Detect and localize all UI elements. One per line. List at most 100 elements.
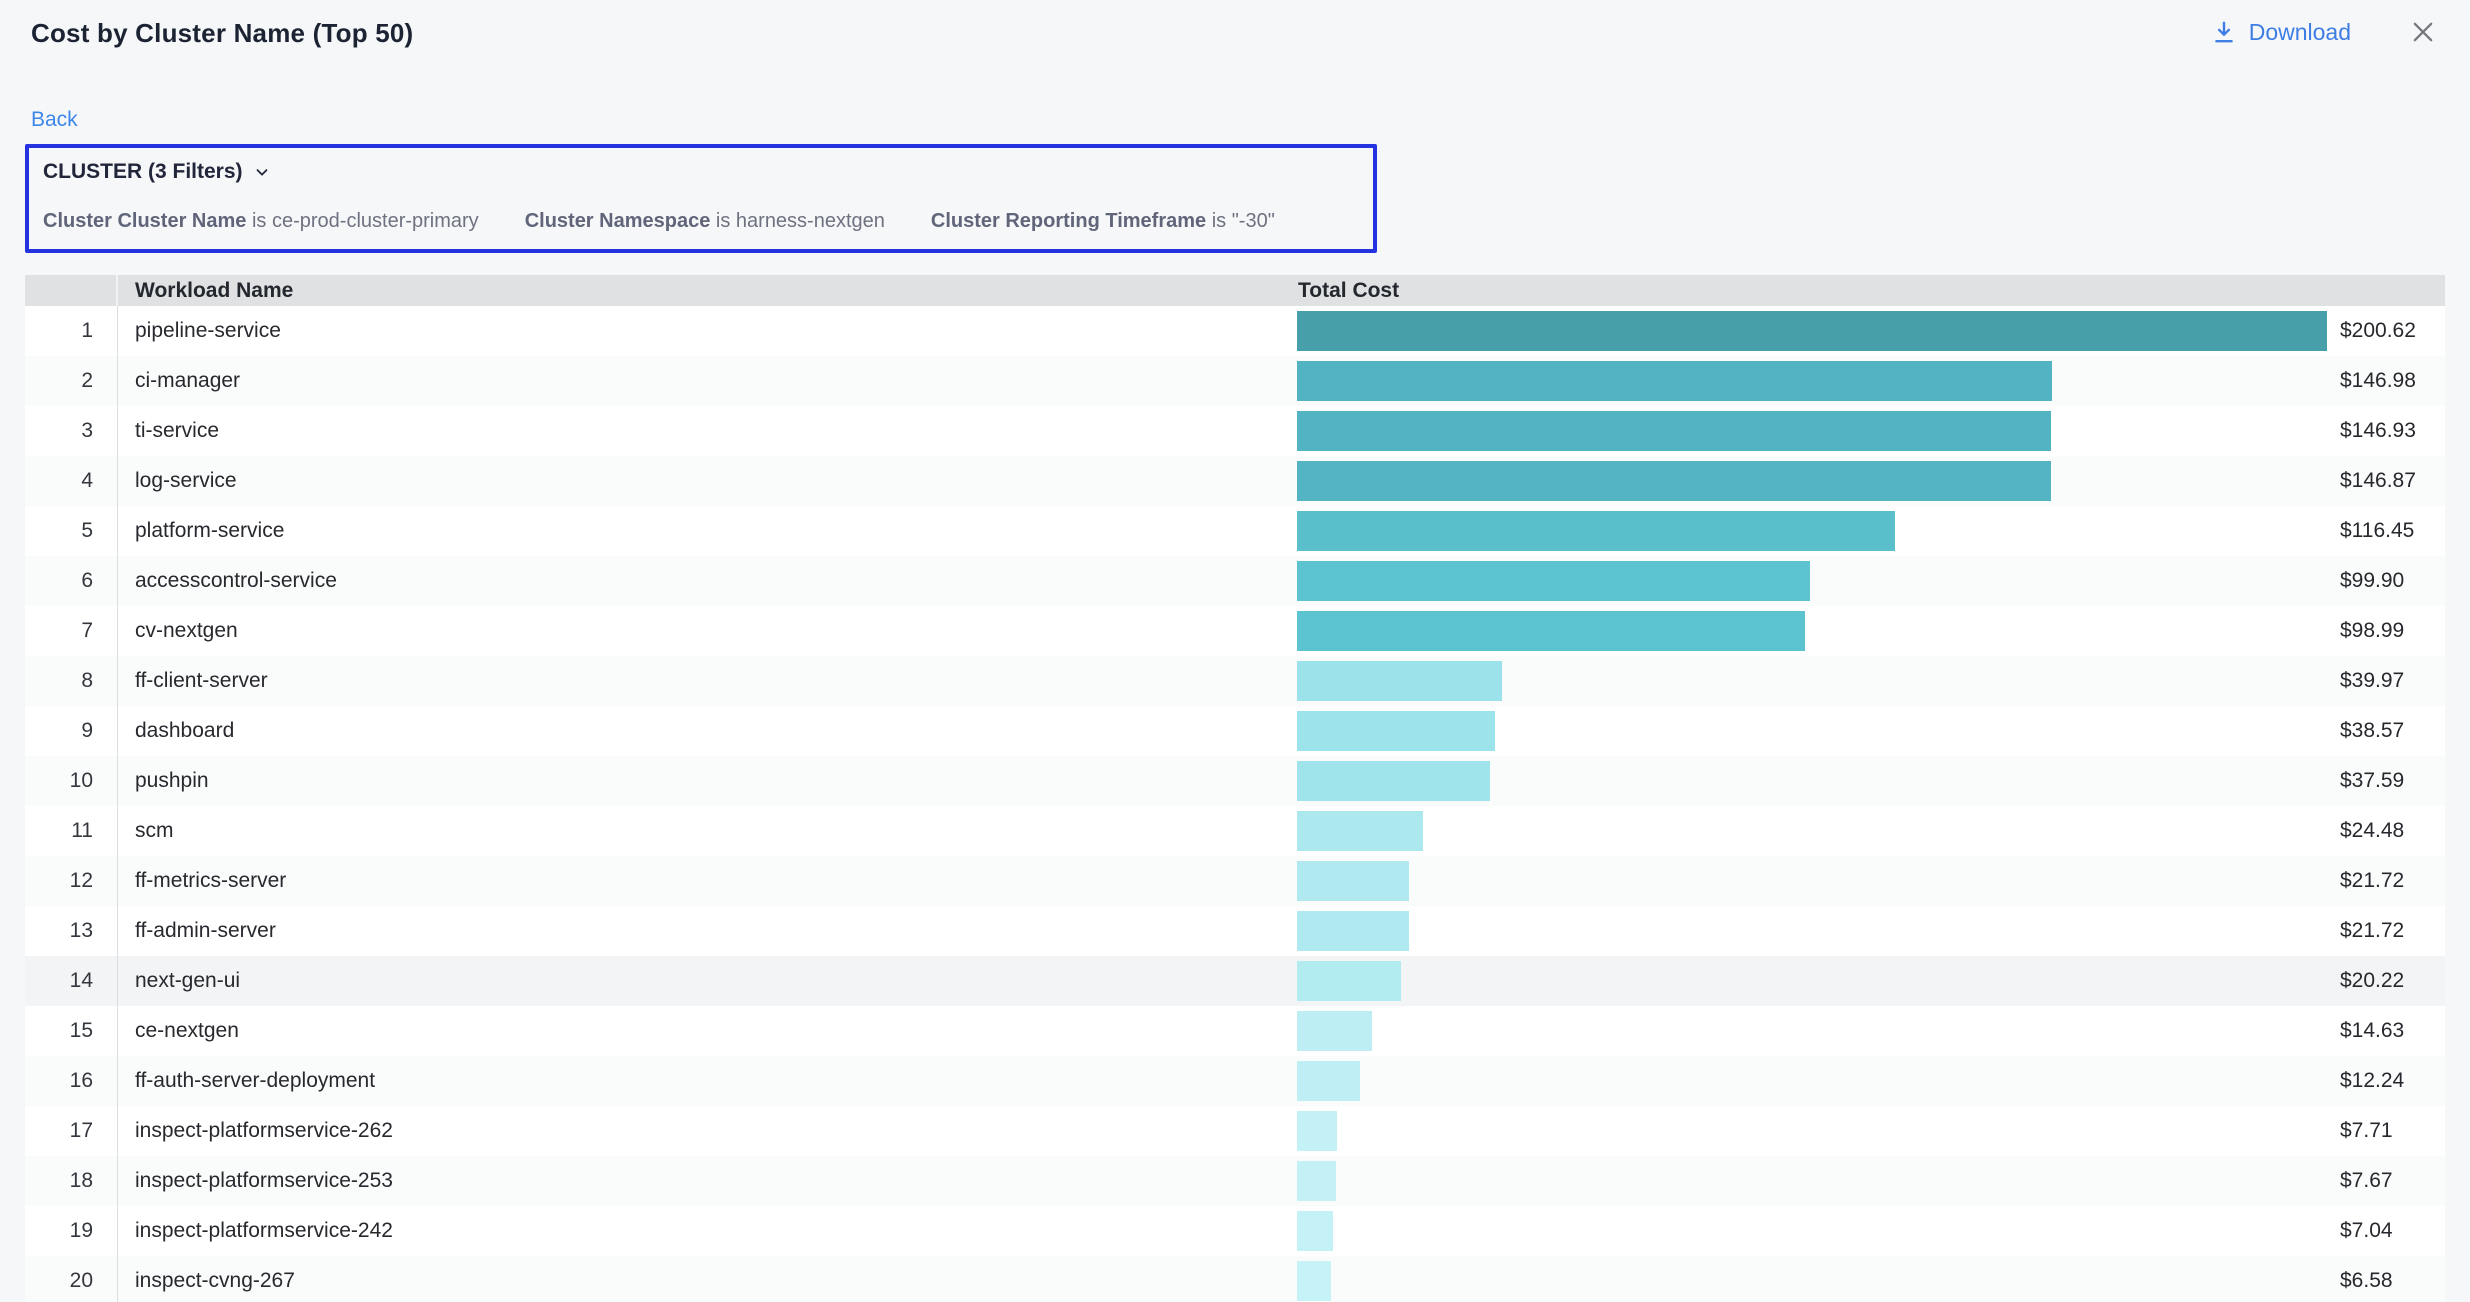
table-row[interactable]: 8 ff-client-server $39.97: [25, 656, 2445, 706]
workload-name: next-gen-ui: [135, 969, 241, 992]
bar-track: [1297, 411, 2327, 451]
row-rank: 17: [25, 1106, 118, 1156]
workload-name: inspect-platformservice-262: [135, 1119, 393, 1142]
cost-bar: [1297, 511, 1895, 551]
total-cost-cell: $146.93: [1290, 406, 2445, 456]
download-button[interactable]: Download: [2211, 19, 2351, 46]
chevron-down-icon: [253, 163, 271, 181]
cost-bar: [1297, 961, 1401, 1001]
table-row[interactable]: 1 pipeline-service $200.62: [25, 306, 2445, 356]
table-row[interactable]: 15 ce-nextgen $14.63: [25, 1006, 2445, 1056]
bar-track: [1297, 1211, 2327, 1251]
top-actions: Download: [2211, 18, 2445, 46]
workload-name: dashboard: [135, 719, 235, 742]
workload-name: platform-service: [135, 519, 285, 542]
bar-track: [1297, 861, 2327, 901]
total-cost-cell: $21.72: [1290, 906, 2445, 956]
bar-track: [1297, 761, 2327, 801]
table-row[interactable]: 19 inspect-platformservice-242 $7.04: [25, 1206, 2445, 1256]
cost-value: $99.90: [2340, 569, 2405, 592]
table-row[interactable]: 5 platform-service $116.45: [25, 506, 2445, 556]
filter-field: Cluster Cluster Name: [43, 210, 247, 232]
workload-name: inspect-platformservice-253: [135, 1169, 393, 1192]
cost-bar: [1297, 461, 2052, 501]
table-row[interactable]: 20 inspect-cvng-267 $6.58: [25, 1256, 2445, 1302]
table-body: 1 pipeline-service $200.62 2 ci-manager …: [25, 306, 2445, 1302]
bar-track: [1297, 1111, 2327, 1151]
table-row[interactable]: 6 accesscontrol-service $99.90: [25, 556, 2445, 606]
total-cost-cell: $7.04: [1290, 1206, 2445, 1256]
table-row[interactable]: 16 ff-auth-server-deployment $12.24: [25, 1056, 2445, 1106]
cost-bar: [1297, 311, 2327, 351]
total-cost-cell: $200.62: [1290, 306, 2445, 356]
cost-value: $98.99: [2340, 619, 2405, 642]
row-rank: 6: [25, 556, 118, 606]
filter-field: Cluster Namespace: [524, 210, 711, 232]
workload-name: log-service: [135, 469, 237, 492]
total-cost-cell: $6.58: [1290, 1256, 2445, 1302]
table-row[interactable]: 18 inspect-platformservice-253 $7.67: [25, 1156, 2445, 1206]
total-cost-cell: $12.24: [1290, 1056, 2445, 1106]
filter-chip-cluster-name[interactable]: Cluster Cluster Name is ce-prod-cluster-…: [43, 210, 479, 233]
cost-value: $146.87: [2340, 469, 2416, 492]
workload-name: ff-admin-server: [135, 919, 276, 942]
cost-value: $7.71: [2340, 1119, 2393, 1142]
cost-bar: [1297, 861, 1409, 901]
cost-value: $37.59: [2340, 769, 2405, 792]
row-rank: 15: [25, 1006, 118, 1056]
row-rank: 2: [25, 356, 118, 406]
table-row[interactable]: 13 ff-admin-server $21.72: [25, 906, 2445, 956]
workload-name: pushpin: [135, 769, 209, 792]
workload-name: pipeline-service: [135, 319, 281, 342]
total-cost-cell: $7.71: [1290, 1106, 2445, 1156]
workload-name: ci-manager: [135, 369, 241, 392]
back-link[interactable]: Back: [31, 108, 78, 131]
download-icon: [2211, 19, 2237, 45]
workload-name: cv-nextgen: [135, 619, 238, 642]
table-row[interactable]: 4 log-service $146.87: [25, 456, 2445, 506]
bar-track: [1297, 361, 2327, 401]
cost-value: $38.57: [2340, 719, 2405, 742]
bar-track: [1297, 1161, 2327, 1201]
table-row[interactable]: 7 cv-nextgen $98.99: [25, 606, 2445, 656]
filter-panel: CLUSTER (3 Filters) Cluster Cluster Name…: [25, 144, 1377, 253]
cost-bar: [1297, 761, 1490, 801]
cost-value: $7.67: [2340, 1169, 2393, 1192]
table-row[interactable]: 10 pushpin $37.59: [25, 756, 2445, 806]
workload-name-column-header: Workload Name: [135, 278, 294, 302]
workload-name: inspect-platformservice-242: [135, 1219, 393, 1242]
cost-bar: [1297, 411, 2052, 451]
bar-track: [1297, 461, 2327, 501]
table-row[interactable]: 11 scm $24.48: [25, 806, 2445, 856]
filter-chip-timeframe[interactable]: Cluster Reporting Timeframe is "-30": [931, 210, 1275, 233]
cost-bar: [1297, 811, 1423, 851]
bar-track: [1297, 811, 2327, 851]
total-cost-cell: $24.48: [1290, 806, 2445, 856]
table-row[interactable]: 3 ti-service $146.93: [25, 406, 2445, 456]
cost-bar: [1297, 611, 1806, 651]
filter-chip-namespace[interactable]: Cluster Namespace is harness-nextgen: [525, 210, 885, 233]
bar-track: [1297, 661, 2327, 701]
total-cost-cell: $38.57: [1290, 706, 2445, 756]
total-cost-cell: $146.98: [1290, 356, 2445, 406]
cluster-filter-dropdown[interactable]: CLUSTER (3 Filters): [43, 160, 1359, 184]
table-row[interactable]: 14 next-gen-ui $20.22: [25, 956, 2445, 1006]
cost-value: $21.72: [2340, 919, 2405, 942]
row-rank: 9: [25, 706, 118, 756]
row-rank: 4: [25, 456, 118, 506]
title-bar: Cost by Cluster Name (Top 50) Download: [25, 0, 2445, 62]
bar-track: [1297, 1011, 2327, 1051]
cost-value: $39.97: [2340, 669, 2405, 692]
table-row[interactable]: 2 ci-manager $146.98: [25, 356, 2445, 406]
cost-value: $12.24: [2340, 1069, 2405, 1092]
row-rank: 14: [25, 956, 118, 1006]
table-row[interactable]: 12 ff-metrics-server $21.72: [25, 856, 2445, 906]
close-icon[interactable]: [2409, 18, 2437, 46]
row-rank: 11: [25, 806, 118, 856]
cost-value: $146.93: [2340, 419, 2416, 442]
total-cost-cell: $116.45: [1290, 506, 2445, 556]
table-row[interactable]: 17 inspect-platformservice-262 $7.71: [25, 1106, 2445, 1156]
filter-condition: is "-30": [1211, 210, 1275, 232]
workload-name: accesscontrol-service: [135, 569, 337, 592]
table-row[interactable]: 9 dashboard $38.57: [25, 706, 2445, 756]
